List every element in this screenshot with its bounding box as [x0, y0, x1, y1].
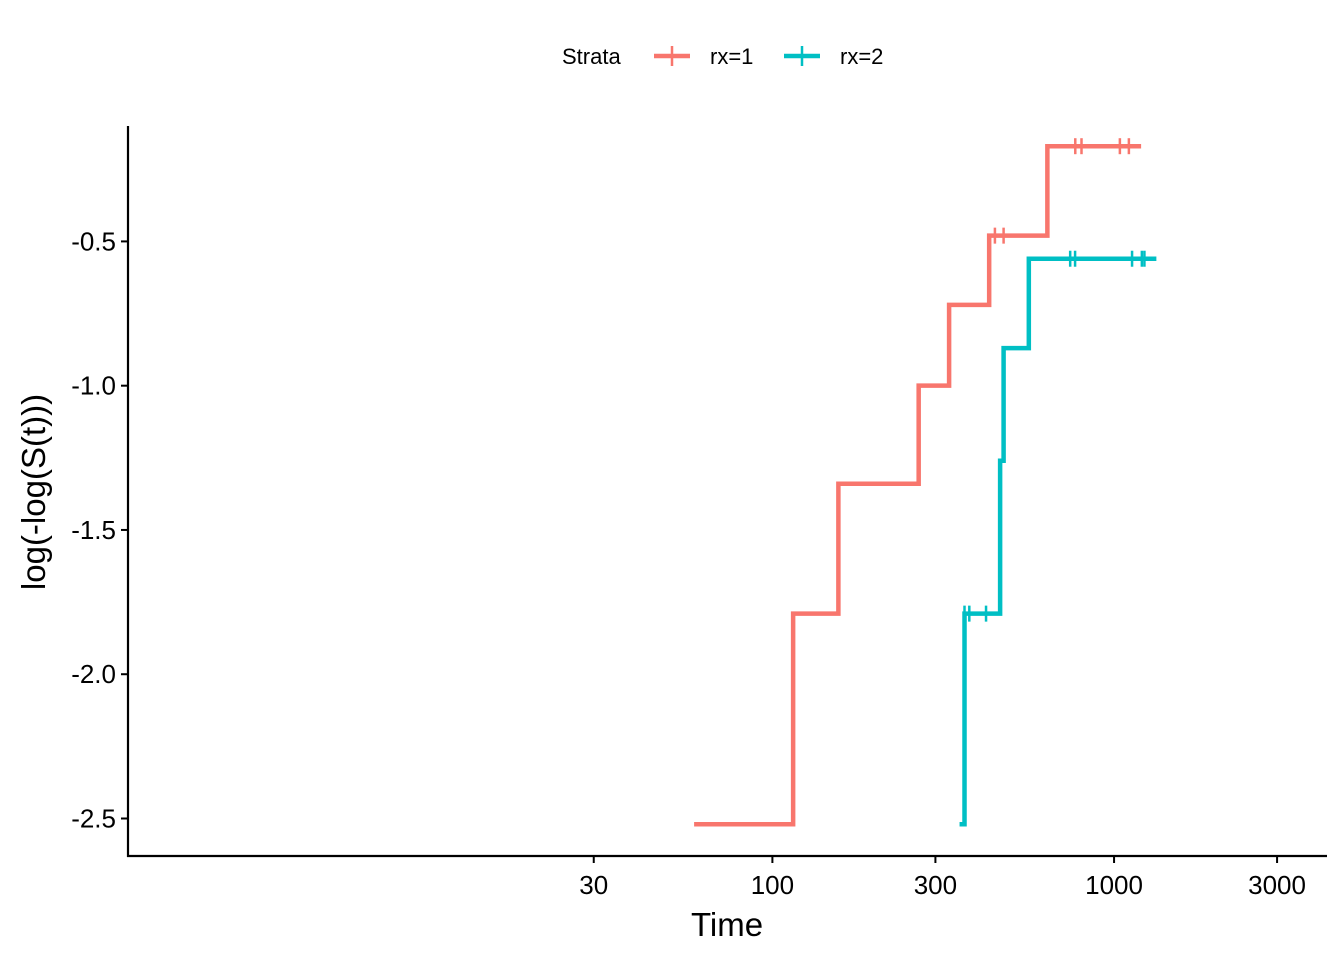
y-tick-label: -1.5 — [71, 515, 116, 545]
x-tick-label: 100 — [751, 870, 794, 900]
legend-entry-rx=2: rx=2 — [784, 44, 883, 69]
x-tick-label: 1000 — [1085, 870, 1143, 900]
x-axis-title: Time — [691, 906, 763, 943]
series-line — [959, 256, 1157, 827]
legend-label: rx=2 — [840, 44, 883, 69]
series-rx=2 — [959, 250, 1157, 827]
axes: 30 100 300 1000 3000 -0.5 -1.0 -1.5 -2.0 -2.5 — [71, 126, 1327, 900]
plot-area — [694, 138, 1157, 827]
y-tick-label: -1.0 — [71, 371, 116, 401]
legend-label: rx=1 — [710, 44, 753, 69]
x-tick-label: 30 — [579, 870, 608, 900]
legend: Strata rx=1 rx=2 — [562, 44, 883, 69]
x-tick-label: 3000 — [1248, 870, 1306, 900]
y-axis-title: log(-log(S(t))) — [15, 394, 52, 590]
series-rx=1 — [694, 138, 1142, 827]
y-tick-label: -2.0 — [71, 659, 116, 689]
legend-entry-rx=1: rx=1 — [654, 44, 753, 69]
y-tick-label: -2.5 — [71, 803, 116, 833]
x-tick-label: 300 — [914, 870, 957, 900]
legend-title: Strata — [562, 44, 621, 69]
y-tick-label: -0.5 — [71, 226, 116, 256]
series-line — [694, 143, 1142, 827]
